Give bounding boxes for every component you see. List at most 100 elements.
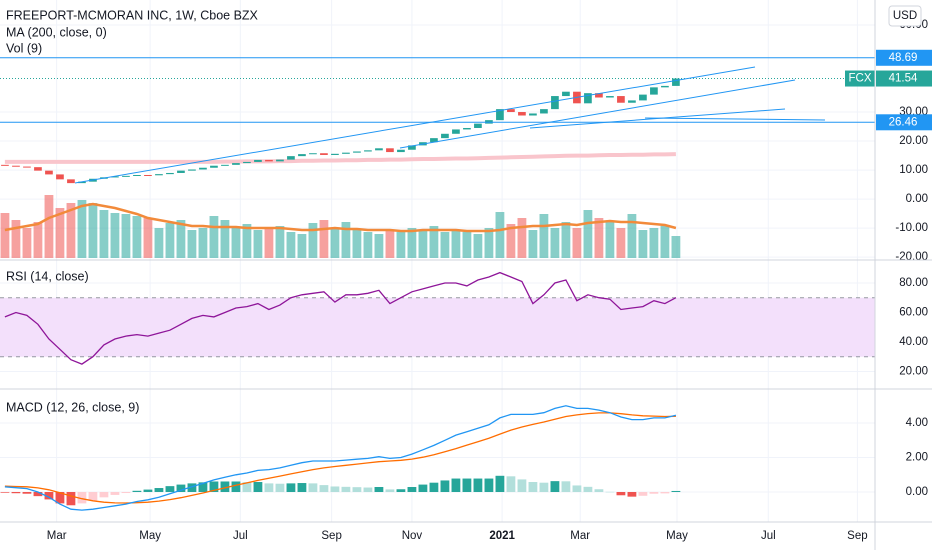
macd-histogram-bar [374,487,384,492]
macd-histogram-bar [286,483,296,492]
volume-bar [220,220,230,258]
currency[interactable]: USD [893,10,917,22]
macd-histogram-bar [473,478,483,492]
marks [0,57,875,511]
y-tick-label: 20.00 [899,135,928,147]
macd-histogram-bar [33,492,43,497]
macd-histogram-bar [528,482,538,492]
rsi-legend[interactable]: RSI (14, close) [6,269,89,283]
volume-bar [187,230,197,258]
level-label: 48.69 [889,52,918,64]
volume-bar [319,220,329,258]
volume-bar [33,222,43,258]
volume-bar [627,214,637,258]
symbol-label-box [845,70,875,87]
volume-bar [407,228,417,258]
volume-ma [4,202,677,233]
volume-bar [88,203,98,258]
volume-bar [583,210,593,258]
candle [584,93,592,104]
macd-histogram-bar [407,487,417,492]
macd-histogram-bar [231,481,241,492]
candle [144,174,152,176]
volume-bar [198,228,208,258]
y-tick-label: -20.00 [895,251,928,263]
macd-histogram-bar [572,485,582,492]
candle [298,154,306,157]
trend-line [644,117,826,121]
candle [496,109,504,121]
x-tick-label: Sep [321,530,341,542]
macd-histogram-bar [660,492,670,494]
candle [518,112,526,116]
macd-histogram-bar [209,481,219,492]
macd-histogram-bar [671,490,681,492]
volume-bar [396,232,406,258]
x-tick-label: Jul [761,530,776,542]
y-tick-label: 80.00 [899,277,928,289]
macd-histogram-bar [110,492,120,495]
candle [210,165,218,168]
macd-histogram-bar [539,482,549,492]
macd-histogram-bar [11,492,21,494]
macd-histogram-bar [352,487,362,492]
volume-bar [660,226,670,258]
y-tick-label: 20.00 [899,366,928,378]
trend-line [74,66,756,184]
candle [309,153,317,155]
y-tick-label: -10.00 [895,222,928,234]
macd-histogram-bar [22,492,32,494]
macd-histogram-bar [264,483,274,492]
volume-bar [231,228,241,258]
macd-histogram-bar [484,478,494,492]
macd-histogram-bar [44,492,54,500]
price-label-box [876,70,932,87]
macd-histogram-bar [308,483,318,492]
candle [199,167,207,170]
volume-bar [110,213,120,258]
volume-bar [451,230,461,258]
candle [221,164,229,166]
macd-histogram-bar [253,482,263,492]
candle [78,181,86,184]
candle [375,148,383,151]
volume-bar [638,230,648,258]
candle [408,145,416,150]
macd-histogram-bar [220,481,230,492]
candle [529,113,537,116]
volume-bar [165,223,175,258]
macd-histogram-bar [198,482,208,492]
volume-bar [561,222,571,258]
macd-legend[interactable]: MACD (12, 26, close, 9) [6,400,139,414]
candle [353,151,361,153]
macd-histogram-bar [176,484,186,492]
macd-histogram-bar [297,483,307,492]
volume-bar [0,213,10,258]
candle [122,175,130,177]
volume-bar [484,228,494,258]
ma-legend[interactable]: MA (200, close, 0) [6,25,107,39]
candle [111,176,119,178]
currency-button[interactable] [888,5,922,27]
level-label: 26.46 [889,116,918,128]
candle [507,109,515,113]
y-tick-label: 0.00 [906,193,928,205]
ma-line [4,152,676,164]
candle [12,165,20,167]
y-tick-label: 4.00 [906,417,928,429]
x-tick-label: Sep [847,530,867,542]
y-tick-label: 10.00 [899,164,928,176]
macd-histogram-bar [187,483,197,492]
symbol-title[interactable]: FREEPORT-MCMORAN INC, 1W, Cboe BZX [6,8,259,22]
macd-histogram-bar [550,481,560,492]
vol-legend[interactable]: Vol (9) [6,41,42,55]
macd-histogram-bar [440,480,450,492]
volume-bar [44,195,54,258]
candle [606,96,614,98]
candle [463,127,471,130]
x-tick-label: Mar [47,530,67,542]
candle [320,153,328,155]
volume-bar [176,220,186,258]
